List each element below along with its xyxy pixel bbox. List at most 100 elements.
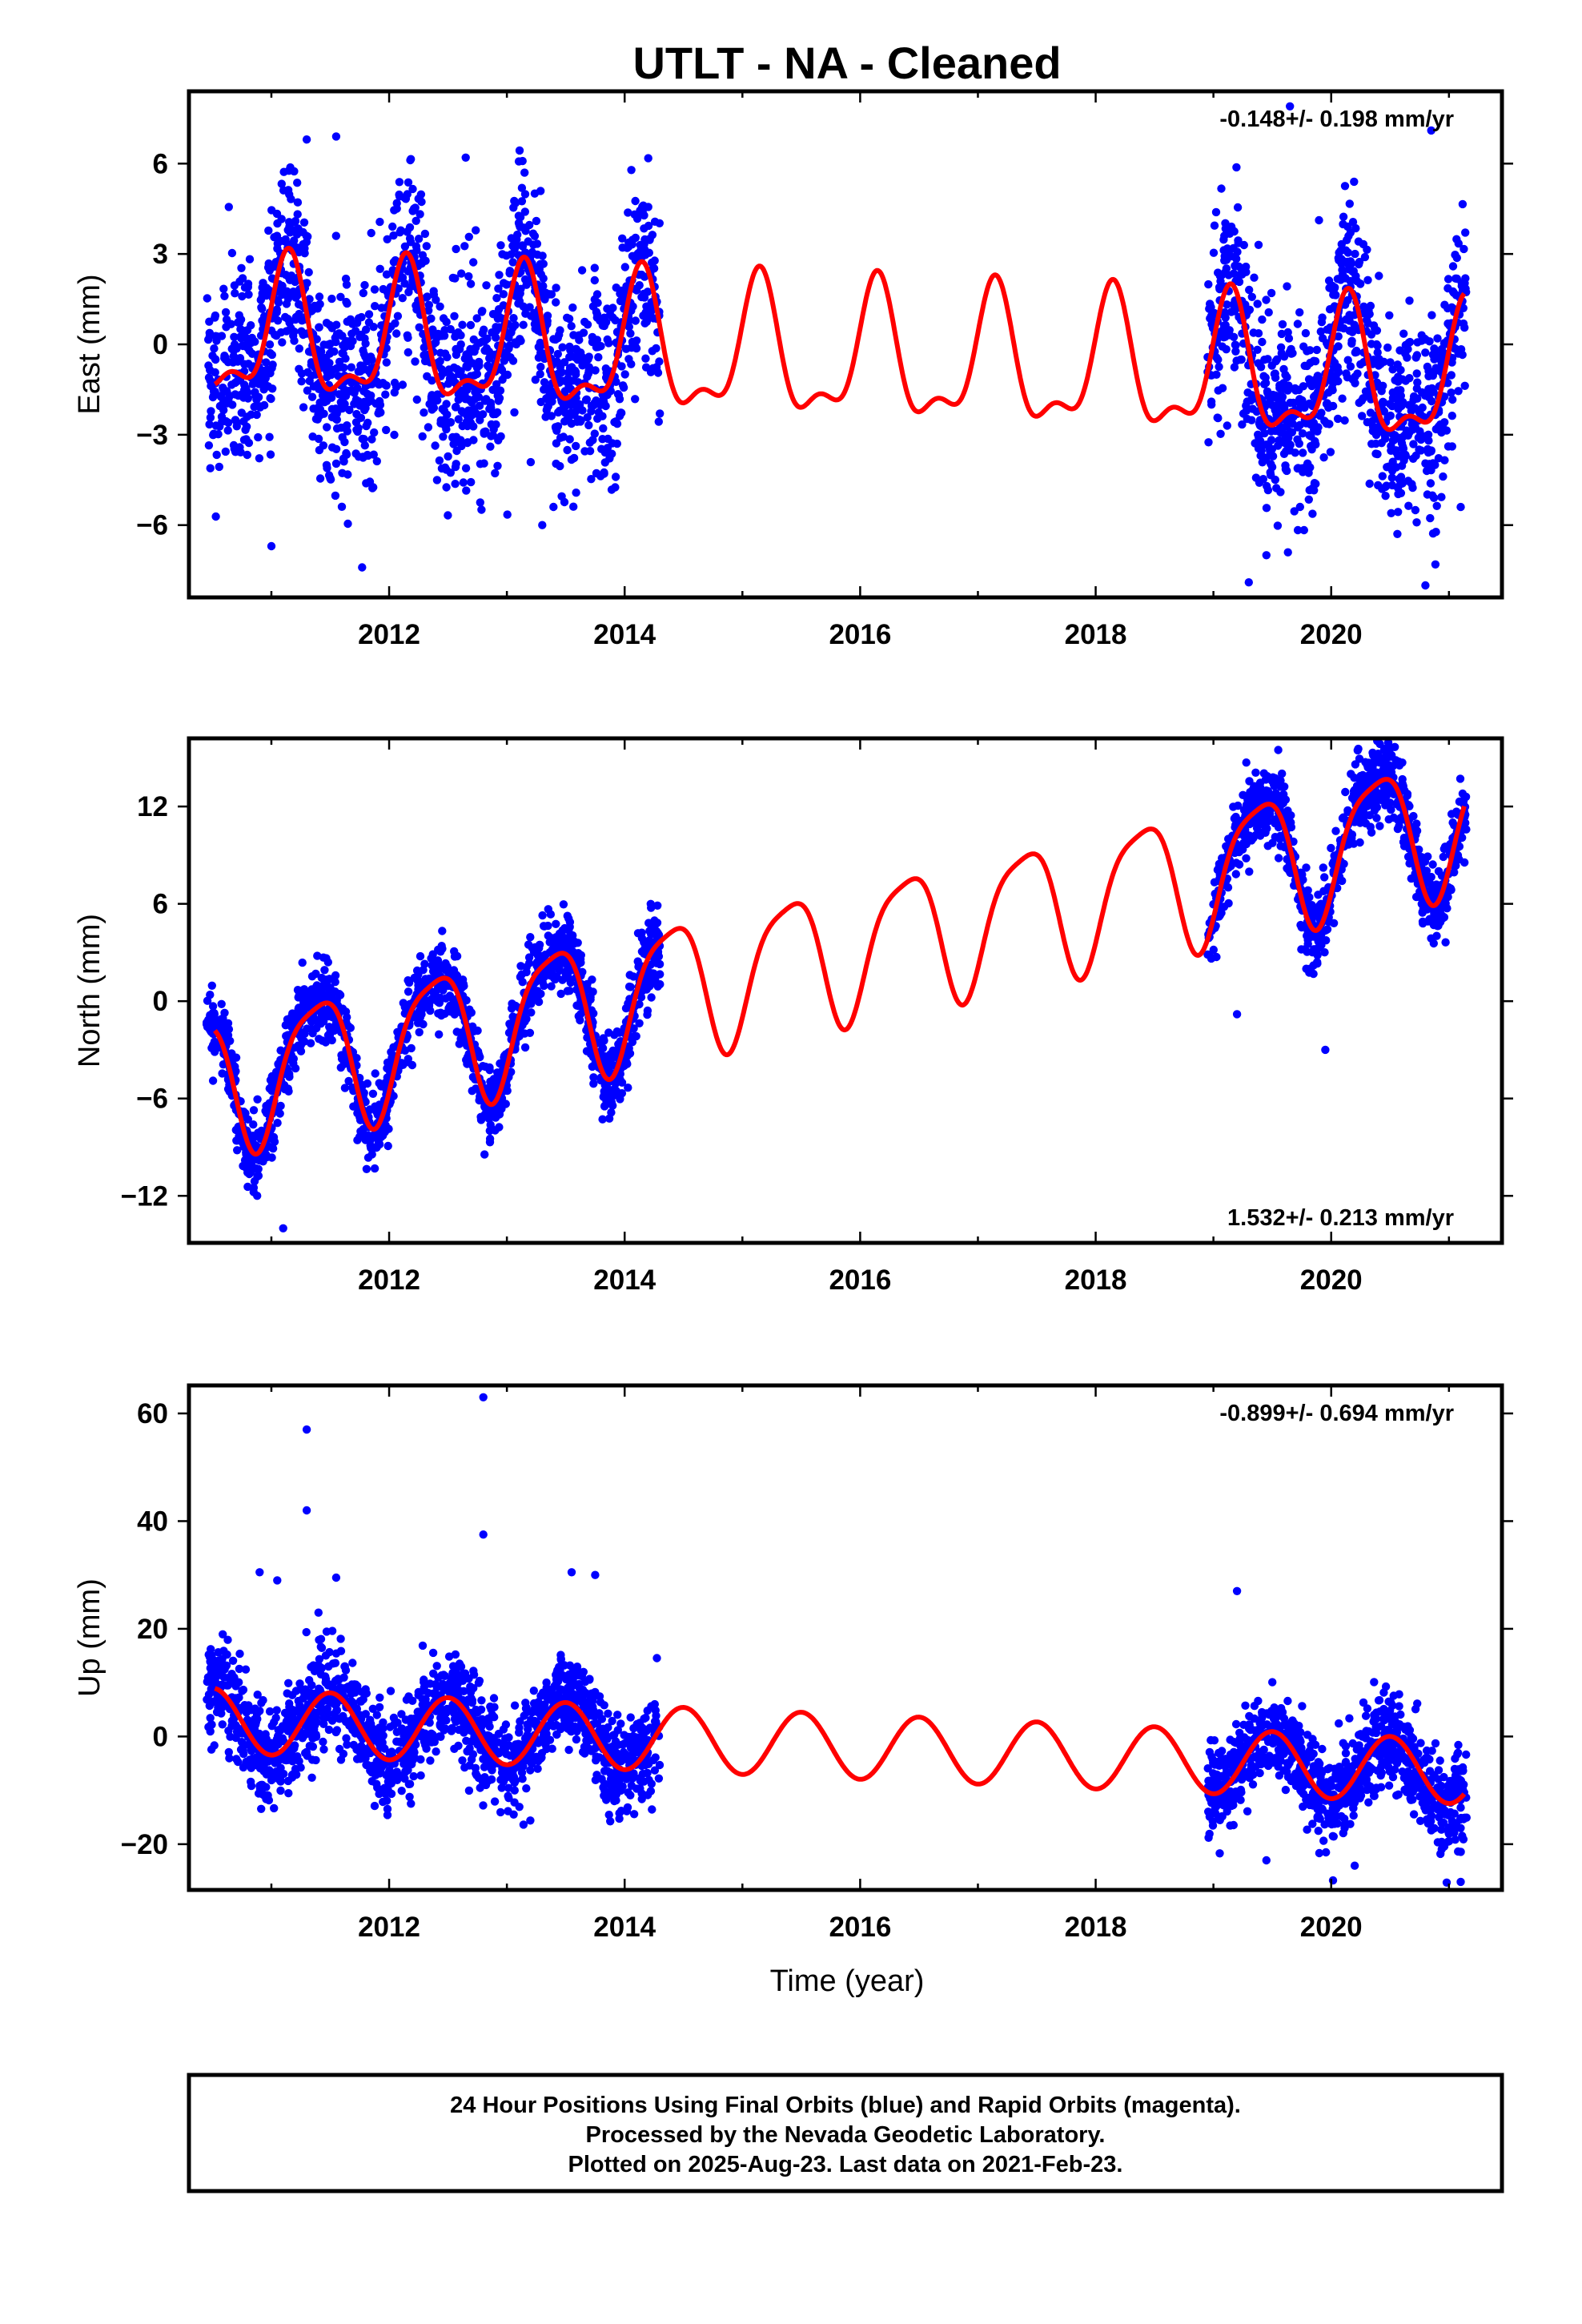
- data-point: [1405, 337, 1415, 347]
- data-point: [404, 987, 413, 996]
- data-point: [1366, 301, 1375, 311]
- data-point: [1434, 354, 1443, 363]
- data-point: [227, 380, 236, 389]
- data-point: [452, 951, 462, 961]
- data-point: [261, 1107, 270, 1116]
- data-point: [1399, 329, 1408, 338]
- data-point: [491, 1126, 500, 1135]
- data-point: [1317, 408, 1326, 417]
- data-point: [450, 312, 459, 320]
- data-point: [1295, 502, 1305, 512]
- data-point: [538, 911, 547, 920]
- data-point: [233, 1146, 242, 1155]
- data-point: [443, 410, 452, 419]
- data-point: [367, 435, 376, 444]
- data-point: [1341, 274, 1350, 283]
- data-point: [472, 314, 481, 323]
- data-point: [564, 382, 573, 391]
- data-point: [438, 984, 447, 994]
- y-axis-label: East (mm): [73, 274, 106, 414]
- data-point: [415, 1007, 424, 1015]
- data-point: [590, 398, 599, 408]
- data-point: [514, 157, 524, 166]
- data-point: [1277, 329, 1287, 339]
- data-point: [343, 519, 352, 529]
- data-point: [632, 286, 641, 295]
- data-point: [598, 412, 607, 420]
- data-point: [315, 300, 324, 308]
- data-point: [554, 933, 563, 942]
- data-point: [231, 1053, 241, 1062]
- data-point: [1245, 867, 1254, 876]
- data-point: [379, 379, 387, 388]
- data-point: [412, 395, 421, 404]
- data-point: [434, 998, 443, 1007]
- data-point: [655, 219, 664, 227]
- data-point: [336, 423, 346, 432]
- data-point: [564, 314, 574, 324]
- data-point: [1337, 259, 1347, 268]
- data-point: [463, 381, 472, 391]
- data-point: [398, 294, 407, 303]
- data-point: [211, 311, 220, 320]
- data-point: [239, 385, 249, 395]
- data-point: [502, 348, 511, 357]
- data-point: [315, 292, 324, 301]
- data-point: [1263, 772, 1272, 781]
- data-point: [1287, 428, 1297, 436]
- data-point: [267, 1153, 276, 1162]
- data-point: [444, 365, 453, 374]
- data-point: [1351, 223, 1360, 233]
- data-point: [501, 1100, 510, 1108]
- data-point: [431, 441, 440, 450]
- data-point: [1223, 421, 1232, 430]
- data-point: [620, 370, 629, 379]
- data-point: [221, 447, 230, 456]
- data-point: [1281, 464, 1291, 474]
- data-point: [656, 409, 665, 418]
- data-point: [262, 358, 271, 367]
- data-point: [551, 975, 560, 984]
- data-point: [1355, 259, 1363, 269]
- data-point: [618, 381, 628, 390]
- data-point: [1359, 302, 1368, 311]
- data-point: [1233, 203, 1243, 212]
- data-point: [525, 220, 534, 230]
- data-point: [1439, 472, 1447, 481]
- data-point: [395, 190, 404, 199]
- data-point: [354, 367, 363, 376]
- data-point: [556, 989, 565, 999]
- data-point: [615, 395, 624, 404]
- data-point: [583, 1033, 592, 1042]
- data-point: [524, 276, 533, 285]
- data-point: [322, 460, 331, 469]
- data-point: [631, 196, 640, 206]
- data-point: [254, 392, 263, 402]
- data-point: [203, 996, 212, 1005]
- data-point: [282, 300, 291, 308]
- data-point: [403, 227, 412, 236]
- data-point: [460, 1036, 469, 1045]
- data-point: [556, 433, 565, 442]
- data-point: [303, 279, 311, 287]
- data-point: [1283, 282, 1291, 291]
- data-point: [1256, 363, 1266, 372]
- data-point: [604, 1028, 613, 1037]
- data-point: [1383, 754, 1391, 762]
- data-point: [209, 429, 219, 438]
- outlier-point: [1427, 126, 1435, 135]
- data-point: [1458, 199, 1468, 209]
- data-point: [547, 982, 556, 991]
- data-point: [382, 425, 391, 435]
- data-point: [317, 973, 326, 983]
- data-point: [532, 216, 541, 226]
- data-point: [1279, 352, 1289, 361]
- data-point: [576, 348, 585, 357]
- data-point: [653, 901, 662, 911]
- data-point: [522, 967, 531, 977]
- data-point: [1403, 476, 1413, 485]
- data-point: [1370, 427, 1379, 436]
- data-point: [603, 304, 612, 313]
- data-point: [295, 364, 303, 373]
- data-point: [290, 218, 299, 227]
